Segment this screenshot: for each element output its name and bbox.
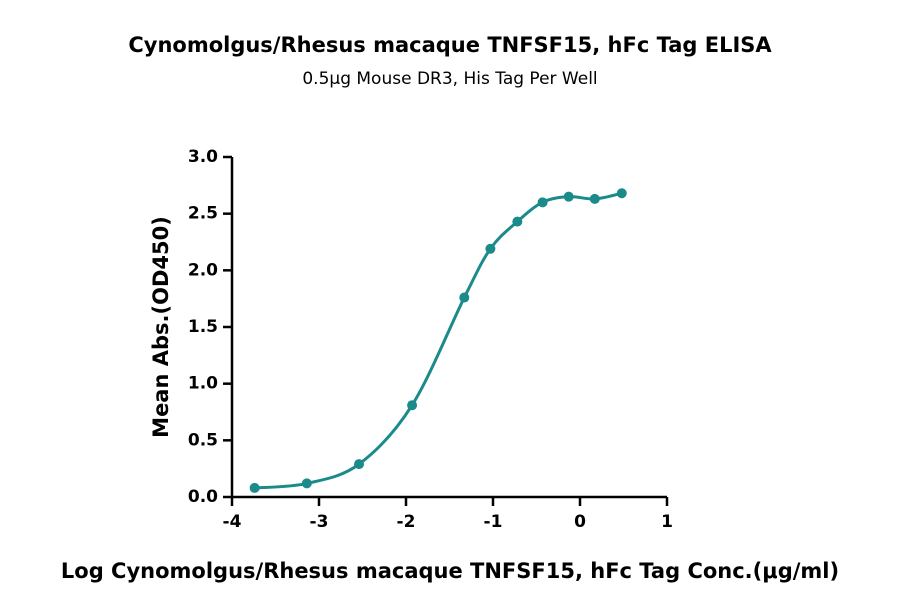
data-point: [301, 478, 312, 489]
data-point: [512, 216, 523, 227]
data-point: [459, 292, 470, 303]
x-tick-label: 1: [661, 512, 673, 532]
x-tick-label: -2: [397, 512, 416, 532]
data-point: [407, 400, 418, 411]
data-point: [537, 197, 548, 208]
chart-title: Cynomolgus/Rhesus macaque TNFSF15, hFc T…: [128, 33, 772, 57]
y-tick-label: 0.0: [188, 487, 218, 507]
data-point: [249, 482, 260, 493]
y-tick-label: 2.0: [188, 260, 218, 280]
data-point: [589, 193, 600, 204]
x-tick-label: -4: [223, 512, 242, 532]
data-point: [485, 243, 496, 254]
y-tick-label: 1.0: [188, 374, 218, 394]
y-tick-label: 0.5: [188, 430, 218, 450]
fit-curve: [254, 191, 623, 490]
x-tick-label: 0: [574, 512, 586, 532]
data-point: [563, 191, 574, 202]
data-point: [354, 459, 365, 470]
data-point: [616, 188, 627, 199]
y-axis-label: Mean Abs.(OD450): [149, 216, 173, 438]
chart-subtitle: 0.5μg Mouse DR3, His Tag Per Well: [302, 69, 597, 89]
y-tick-label: 2.5: [188, 204, 218, 224]
x-tick-label: -1: [484, 512, 503, 532]
y-tick-label: 1.5: [188, 317, 218, 337]
x-tick-label: -3: [310, 512, 329, 532]
y-tick-label: 3.0: [188, 147, 218, 167]
x-axis-label: Log Cynomolgus/Rhesus macaque TNFSF15, h…: [61, 559, 839, 583]
